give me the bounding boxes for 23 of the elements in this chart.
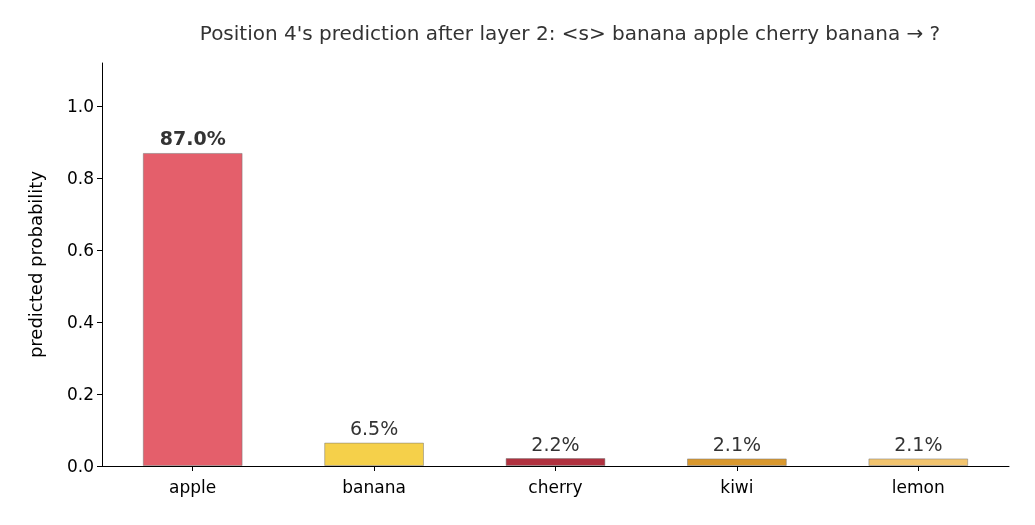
x-tick-label: kiwi bbox=[720, 476, 754, 497]
bar bbox=[505, 458, 606, 466]
y-tick-label: 0.8 bbox=[66, 168, 94, 189]
bar bbox=[868, 458, 969, 466]
data-label: 2.1% bbox=[894, 432, 943, 455]
x-tick-label: cherry bbox=[528, 476, 583, 497]
y-tick-label: 0.4 bbox=[66, 312, 94, 333]
data-label: 87.0% bbox=[159, 127, 226, 150]
bar bbox=[687, 458, 787, 466]
y-tick-label: 0.0 bbox=[66, 456, 94, 476]
data-label: 6.5% bbox=[349, 417, 399, 440]
bar bbox=[142, 152, 243, 466]
bar bbox=[324, 442, 424, 466]
x-tick-label: banana bbox=[342, 476, 406, 497]
chart-title: Position 4's prediction after layer 2: <s> banana apple cherry banana → ? bbox=[199, 21, 941, 45]
y-axis-title: predicted probability bbox=[24, 170, 46, 359]
y-tick-label: 1.0 bbox=[66, 96, 94, 117]
data-label: 2.1% bbox=[712, 432, 762, 455]
x-tick-label: lemon bbox=[891, 476, 945, 497]
data-label: 2.2% bbox=[531, 432, 580, 455]
y-tick-label: 0.2 bbox=[66, 384, 94, 405]
x-tick-label: apple bbox=[169, 476, 217, 497]
y-tick-label: 0.6 bbox=[66, 240, 94, 261]
